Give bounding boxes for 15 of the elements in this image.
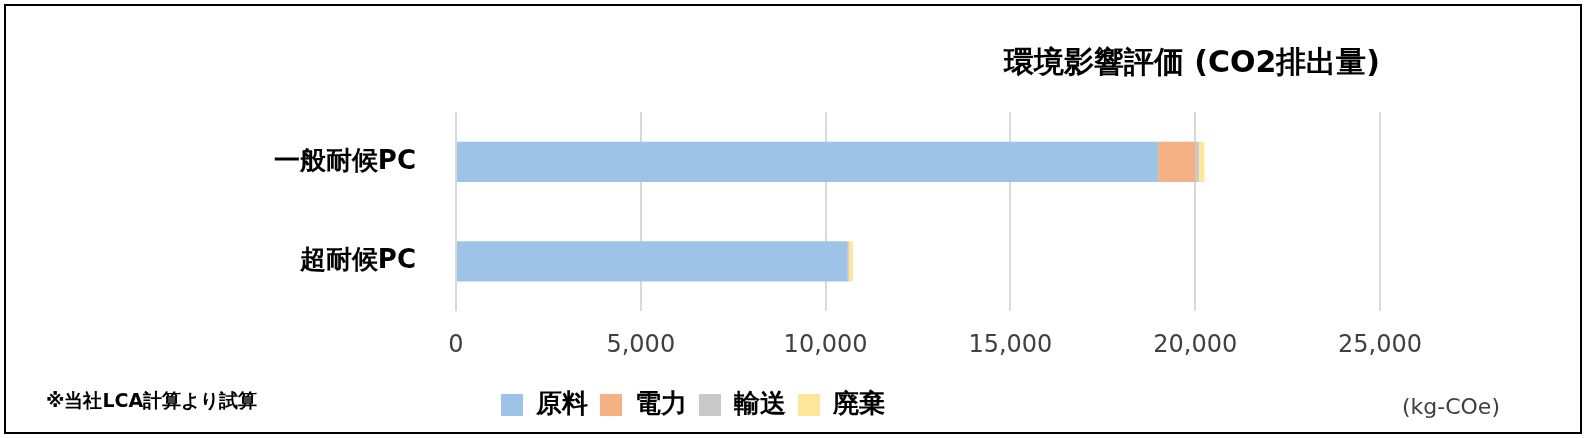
legend-label: 電力 bbox=[635, 387, 687, 418]
legend-label: 輸送 bbox=[733, 387, 786, 418]
x-tick-label: 25,000 bbox=[1338, 329, 1422, 358]
legend-label: 原料 bbox=[535, 387, 588, 418]
chart-title: 環境影響評価 (CO2排出量) bbox=[1002, 43, 1380, 79]
text: ※当社LCA計算より試算 bbox=[46, 388, 258, 413]
x-tick-label: 5,000 bbox=[606, 329, 676, 358]
x-tick-label: 20,000 bbox=[1153, 329, 1238, 358]
x-tick-label: 15,000 bbox=[968, 329, 1053, 358]
x-tick-label: 10,000 bbox=[783, 329, 868, 358]
y-tick-label: 一般耐候PC bbox=[273, 144, 416, 175]
x-tick-label: 0 bbox=[448, 329, 464, 358]
text: (kg-COe) bbox=[1401, 394, 1500, 419]
y-tick-label: 超耐候PC bbox=[298, 244, 416, 275]
legend-label: 廃棄 bbox=[832, 387, 885, 418]
